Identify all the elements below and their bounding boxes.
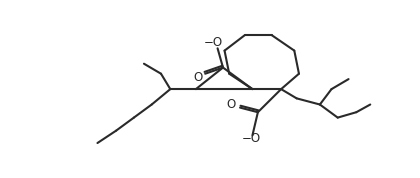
Text: O: O [194, 71, 203, 84]
Text: −O: −O [241, 132, 260, 145]
Text: O: O [226, 98, 235, 111]
Text: −O: −O [204, 36, 223, 49]
